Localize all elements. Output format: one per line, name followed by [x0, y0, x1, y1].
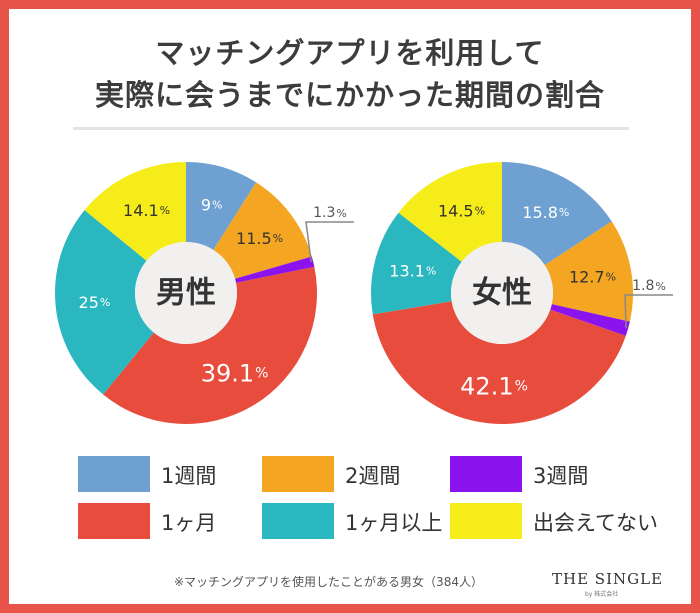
legend-swatch-1month — [78, 503, 150, 539]
legend-label-not-met: 出会えてない — [533, 511, 658, 535]
data-label-male-1week: 9% — [201, 195, 223, 214]
slice-male-2weeks — [213, 182, 312, 279]
slice-male-1week — [186, 162, 257, 250]
legend-swatch-not-met — [450, 503, 522, 539]
slice-male-1month — [103, 266, 318, 425]
data-label-female-not-met: 14.5% — [438, 201, 485, 220]
center-label-female: 女性 — [472, 276, 532, 311]
donut-chart-female: 15.8% 12.7% 1.8% 42.1% 13.1% 14.5% 女性 — [371, 162, 673, 425]
data-label-female-1month: 42.1% — [460, 373, 528, 401]
footnote: ※マッチングアプリを使用したことがある男女（384人） — [174, 575, 483, 589]
data-label-male-3weeks: 1.3% — [313, 205, 347, 221]
slice-male-3weeks — [234, 256, 315, 283]
slice-female-1week — [502, 162, 612, 266]
data-label-female-over-1month: 13.1% — [389, 261, 436, 280]
brand-logo-tagline: by 株式会社 — [585, 591, 619, 598]
callout-line-female-3weeks — [624, 294, 673, 329]
legend-label-over-1month: 1ヶ月以上 — [345, 511, 443, 535]
legend-swatch-3weeks — [450, 456, 522, 492]
data-label-male-2weeks: 11.5% — [236, 228, 283, 247]
chart-title-line-1: マッチングアプリを利用して — [155, 36, 545, 70]
slice-male-over-1month — [54, 210, 154, 395]
slice-female-1month — [372, 301, 626, 425]
legend-label-1week: 1週間 — [161, 464, 217, 488]
legend-label-3weeks: 3週間 — [533, 464, 589, 488]
slice-male-not-met — [84, 162, 186, 261]
chart-title-line-2: 実際に会うまでにかかった期間の割合 — [94, 78, 605, 112]
donut-hole-male — [135, 242, 237, 344]
brand-logo: THE SINGLE — [552, 570, 664, 588]
legend-swatch-over-1month — [262, 503, 334, 539]
center-label-male: 男性 — [156, 276, 216, 311]
donut-chart-male: 9% 11.5% 1.3% 39.1% 25% 14.1% 男性 — [54, 162, 354, 425]
legend-swatch-1week — [78, 456, 150, 492]
title-divider — [73, 127, 629, 130]
slice-female-2weeks — [544, 221, 633, 322]
legend-label-1month: 1ヶ月 — [161, 511, 217, 535]
data-label-male-not-met: 14.1% — [123, 200, 170, 219]
slice-female-3weeks — [550, 304, 630, 336]
data-label-female-1week: 15.8% — [522, 203, 569, 222]
slice-female-not-met — [398, 162, 502, 262]
data-label-female-2weeks: 12.7% — [569, 267, 616, 286]
legend-label-2weeks: 2週間 — [345, 464, 401, 488]
slice-female-over-1month — [371, 212, 462, 315]
legend-swatch-2weeks — [262, 456, 334, 492]
data-label-male-over-1month: 25% — [79, 293, 111, 312]
callout-line-male-3weeks — [305, 221, 354, 263]
donut-hole-female — [451, 242, 553, 344]
data-label-female-3weeks: 1.8% — [632, 278, 666, 294]
data-label-male-1month: 39.1% — [201, 359, 269, 387]
